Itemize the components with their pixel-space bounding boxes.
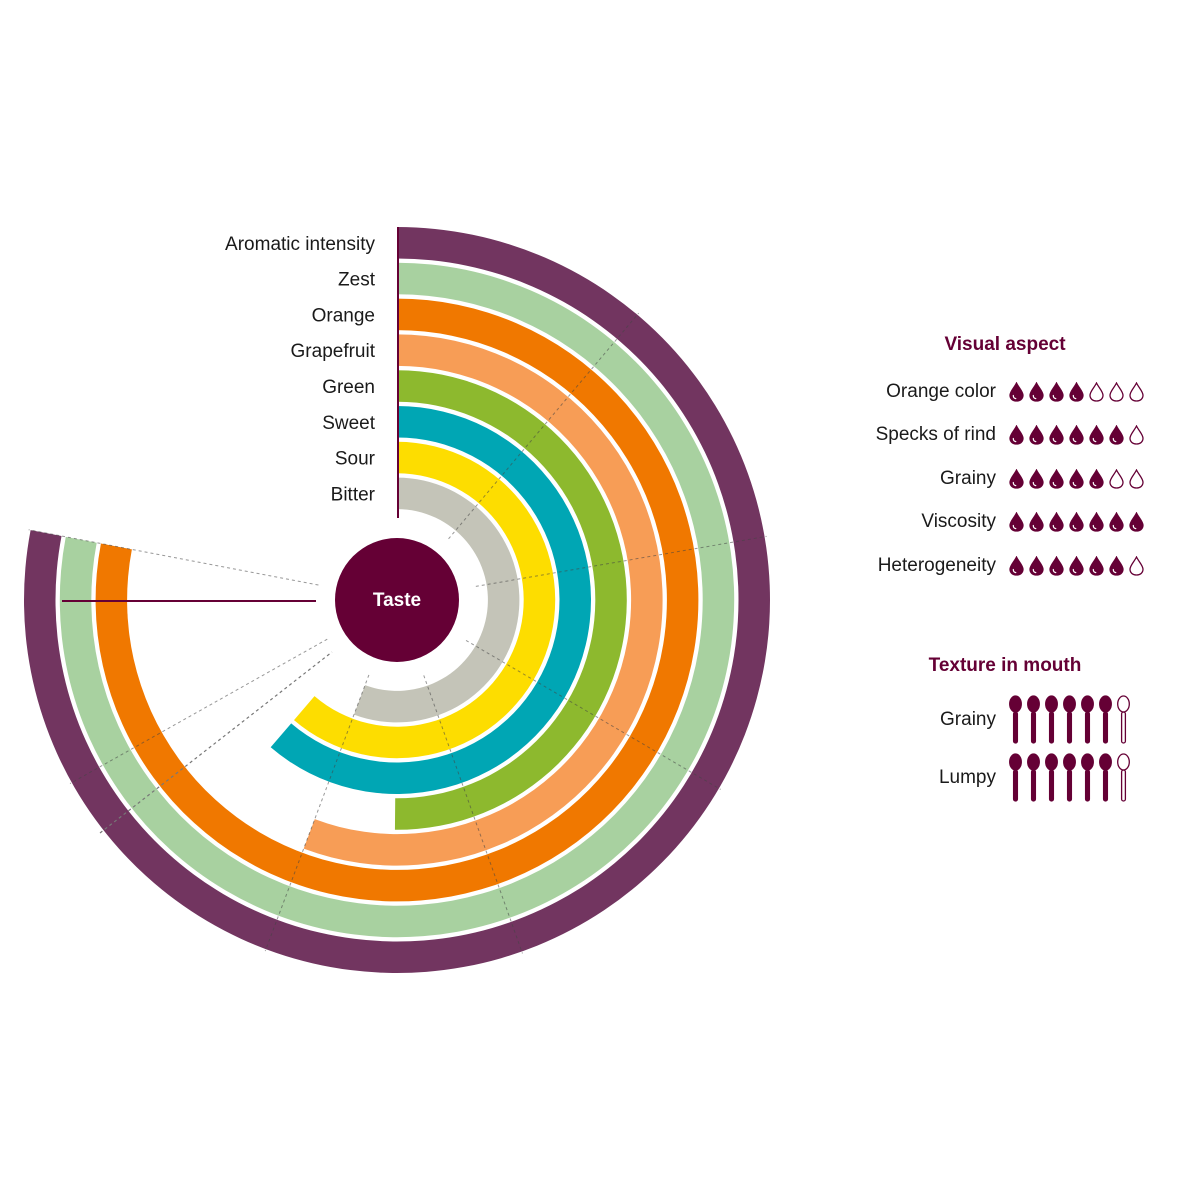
drop-icon [1108,555,1125,576]
drop-icon [1128,512,1145,532]
ring-label-zest: Zest [338,270,376,291]
spoon-icon [1008,753,1023,803]
rating-label: Viscosity [921,511,996,533]
spoon-icon [1062,695,1077,745]
taste-dotted-line [99,651,333,834]
rating-row: Specks of rind [860,414,1150,458]
rating-icons [1008,753,1131,803]
spoon-icon [1116,695,1131,745]
drop-icon [1048,425,1065,445]
rating-row: Grainy [860,457,1150,501]
texture-panel: Texture in mouth Grainy Lumpy [860,655,1150,807]
drop-icon [1008,512,1025,532]
rating-icons [1008,381,1145,402]
drop-icon [1048,381,1065,402]
drop-icon [1068,425,1085,445]
drop-icon [1068,381,1085,402]
spoon-icon [1098,695,1113,745]
visual-aspect-title: Visual aspect [944,334,1066,355]
rating-label: Heterogeneity [877,554,996,576]
drop-icon [1028,512,1045,532]
spoon-icon [1080,695,1095,745]
ring-label-aromatic-intensity: Aromatic intensity [225,234,375,255]
center-label: Taste [373,590,421,611]
rating-label: Orange color [886,380,996,402]
drop-icon [1108,425,1125,445]
drop-icon [1088,468,1105,489]
rating-row: Heterogeneity [860,544,1150,588]
drop-icon [1048,512,1065,532]
rating-row: Grainy [860,691,1150,749]
spoon-icon [1116,753,1131,803]
spoon-icon [1044,753,1059,803]
drop-icon [1008,468,1025,489]
rating-label: Specks of rind [875,424,996,446]
drop-icon [1088,555,1105,576]
spoon-icon [1026,753,1041,803]
spoon-icon [1098,753,1113,803]
rating-label: Grainy [940,467,996,489]
drop-icon [1128,468,1145,489]
drop-icon [1128,381,1145,402]
drop-icon [1088,425,1105,445]
ring-sour [293,441,556,759]
drop-icon [1088,512,1105,532]
drop-icon [1028,555,1045,576]
drop-icon [1008,425,1025,445]
ring-bitter [353,477,520,723]
rating-label: Lumpy [938,767,996,788]
visual-aspect-panel: Visual aspect Orange color Specks of rind… [860,334,1150,588]
drop-icon [1108,468,1125,489]
drop-icon [1028,381,1045,402]
spoon-icon [1080,753,1095,803]
ring-label-green: Green [322,377,375,398]
drop-icon [1128,425,1145,445]
texture-title: Texture in mouth [928,655,1082,676]
rating-icons [1008,512,1145,532]
rating-icons [1008,695,1131,745]
ring-label-orange: Orange [312,305,375,326]
scale-gridline [264,674,370,952]
taste-center-circle [335,538,459,662]
scale-gridline [423,675,523,954]
drop-icon [1088,381,1105,402]
drop-icon [1108,512,1125,532]
rating-row: Orange color [860,370,1150,414]
scale-gridline [475,535,767,587]
ring-label-bitter: Bitter [331,484,376,505]
drop-icon [1028,425,1045,445]
spoon-icon [1044,695,1059,745]
rating-icons [1008,425,1145,445]
drop-icon [1008,555,1025,576]
drop-icon [1068,468,1085,489]
scale-gridline [69,638,328,785]
drop-icon [1068,555,1085,576]
ring-sweet [270,406,591,794]
ring-label-sweet: Sweet [322,413,376,434]
drop-icon [1108,381,1125,402]
rating-label: Grainy [940,709,996,730]
drop-icon [1028,468,1045,489]
rating-row: Lumpy [860,749,1150,807]
ring-label-sour: Sour [335,449,376,470]
drop-icon [1048,555,1065,576]
spoon-icon [1008,695,1023,745]
ring-green [394,370,627,830]
scale-gridline [28,529,319,586]
spoon-icon [1062,753,1077,803]
ring-label-grapefruit: Grapefruit [291,341,376,362]
rating-row: Viscosity [860,501,1150,545]
spoon-icon [1026,695,1041,745]
scale-gridline [465,639,721,790]
drop-icon [1068,512,1085,532]
drop-icon [1128,555,1145,576]
rating-icons [1008,555,1145,576]
scale-gridline [448,312,640,540]
drop-icon [1048,468,1065,489]
rating-icons [1008,468,1145,489]
drop-icon [1008,381,1025,402]
